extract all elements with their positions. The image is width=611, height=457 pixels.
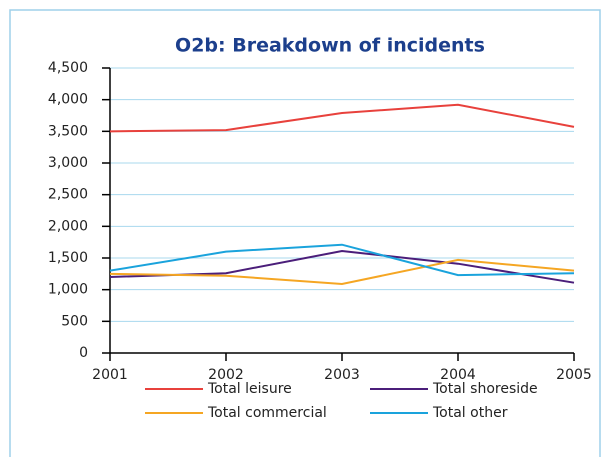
series-line [109, 103, 575, 133]
x-tick-label: 2005 [556, 367, 592, 383]
frame [9, 9, 601, 457]
y-tick-label: 1,500 [48, 250, 88, 266]
y-tick-label: 3,500 [48, 123, 88, 139]
legend-label: Total other [432, 405, 508, 421]
legend-label: Total commercial [207, 405, 327, 421]
x-tick-label: 2003 [324, 367, 360, 383]
y-tick-label: 1,000 [48, 282, 88, 298]
legend-label: Total leisure [207, 381, 292, 397]
x-tick-label: 2002 [208, 367, 244, 383]
series-line [109, 243, 575, 277]
y-tick-label: 4,500 [48, 60, 88, 76]
x-tick-label: 2001 [92, 367, 128, 383]
y-tick-label: 500 [61, 313, 88, 329]
chart-title: O2b: Breakdown of incidents [175, 35, 485, 57]
y-tick-label: 0 [79, 345, 88, 361]
legend-label: Total shoreside [432, 381, 538, 397]
series-line [109, 258, 575, 285]
x-tick-label: 2004 [440, 367, 476, 383]
series-line [109, 250, 575, 284]
y-tick-label: 3,000 [48, 155, 88, 171]
y-tick-label: 4,000 [48, 92, 88, 108]
y-tick-label: 2,000 [48, 218, 88, 234]
y-tick-label: 2,500 [48, 187, 88, 203]
